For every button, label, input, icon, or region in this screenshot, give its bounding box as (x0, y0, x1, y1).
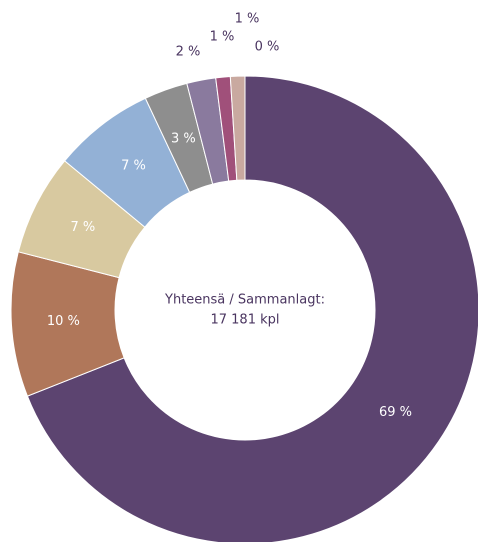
slice-label: 1 % (235, 12, 260, 27)
slice-label: 7 % (121, 159, 146, 174)
slice (26, 75, 478, 542)
center-label: Yhteensä / Sammanlagt: (164, 293, 325, 308)
slice-label: 7 % (70, 220, 95, 235)
slice-label: 1 % (210, 30, 235, 45)
slice-label: 2 % (176, 45, 201, 60)
center-label: 17 181 kpl (210, 313, 279, 328)
slice-label: 0 % (255, 40, 280, 55)
slice-label: 3 % (171, 131, 196, 146)
slice-label: 69 % (379, 405, 412, 420)
slice-label: 10 % (47, 314, 80, 329)
